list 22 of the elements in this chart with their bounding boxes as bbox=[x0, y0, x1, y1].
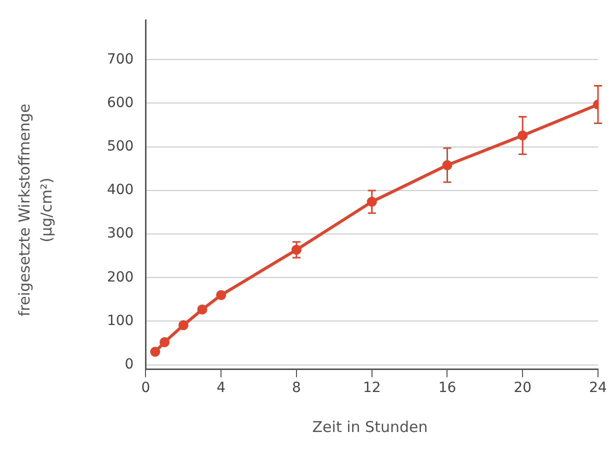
x-tick-label: 0 bbox=[141, 380, 150, 396]
y-tick-label: 300 bbox=[106, 226, 134, 242]
point bbox=[160, 337, 170, 348]
y-tick-label: 200 bbox=[106, 269, 134, 286]
y-axis-title: freigesetzte Wirkstoffmenge (µg/cm²) bbox=[14, 104, 56, 316]
point bbox=[150, 346, 160, 357]
x-tick-label: 16 bbox=[438, 380, 456, 396]
point bbox=[216, 290, 226, 300]
y-tick-label: 700 bbox=[106, 51, 134, 68]
point bbox=[197, 304, 208, 314]
y-tick-label: 100 bbox=[106, 312, 134, 329]
x-tick-label: 12 bbox=[362, 380, 381, 396]
y-tick-label: 600 bbox=[106, 94, 134, 111]
x-tick-label: 8 bbox=[292, 380, 301, 396]
point bbox=[178, 320, 188, 330]
x-axis-title: Zeit in Stunden bbox=[311, 418, 429, 436]
y-tick-label: 0 bbox=[124, 356, 134, 372]
y-tick-label: 400 bbox=[106, 182, 134, 198]
x-tick-label: 4 bbox=[216, 380, 226, 396]
x-tick-label: 20 bbox=[514, 380, 532, 396]
x-tick-label: 24 bbox=[589, 380, 607, 396]
y-tick-label: 500 bbox=[106, 138, 134, 154]
